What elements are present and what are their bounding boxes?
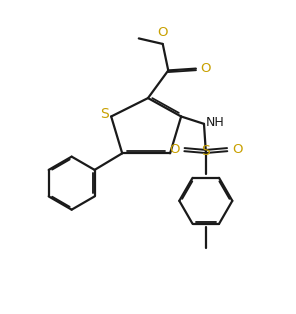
Text: O: O bbox=[169, 143, 180, 156]
Text: O: O bbox=[157, 26, 168, 39]
Text: S: S bbox=[202, 144, 210, 159]
Text: S: S bbox=[100, 106, 109, 121]
Text: O: O bbox=[201, 62, 211, 75]
Text: O: O bbox=[232, 143, 242, 156]
Text: NH: NH bbox=[206, 116, 225, 128]
